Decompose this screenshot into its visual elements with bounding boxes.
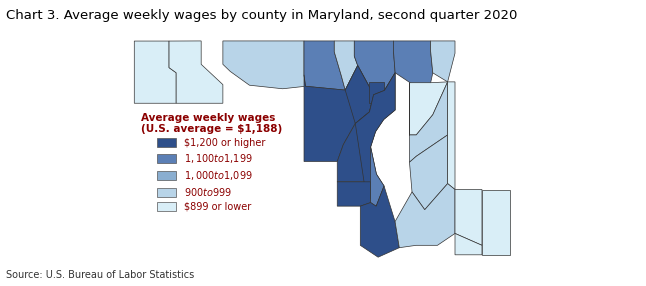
Polygon shape bbox=[410, 82, 448, 162]
Polygon shape bbox=[345, 65, 373, 124]
Polygon shape bbox=[482, 190, 510, 255]
Polygon shape bbox=[223, 41, 306, 89]
Polygon shape bbox=[355, 73, 395, 206]
Polygon shape bbox=[371, 147, 384, 206]
Legend: $1,200 or higher, $1,100 to $1,199, $1,000 to $1,099, $900 to $999, $899 or lowe: $1,200 or higher, $1,100 to $1,199, $1,0… bbox=[137, 109, 286, 216]
Polygon shape bbox=[337, 73, 395, 182]
Polygon shape bbox=[431, 41, 455, 82]
Polygon shape bbox=[169, 41, 223, 103]
Polygon shape bbox=[393, 41, 433, 95]
Polygon shape bbox=[410, 82, 448, 135]
Polygon shape bbox=[134, 41, 176, 103]
Polygon shape bbox=[337, 182, 371, 206]
Polygon shape bbox=[360, 186, 399, 257]
Polygon shape bbox=[304, 65, 373, 162]
Text: Chart 3. Average weekly wages by county in Maryland, second quarter 2020: Chart 3. Average weekly wages by county … bbox=[6, 9, 518, 21]
Polygon shape bbox=[354, 41, 395, 95]
Polygon shape bbox=[448, 82, 455, 190]
Polygon shape bbox=[395, 184, 455, 248]
Polygon shape bbox=[334, 41, 358, 90]
Polygon shape bbox=[410, 135, 448, 210]
Polygon shape bbox=[369, 82, 384, 103]
Polygon shape bbox=[455, 190, 482, 245]
Text: Source: U.S. Bureau of Labor Statistics: Source: U.S. Bureau of Labor Statistics bbox=[6, 270, 194, 280]
Polygon shape bbox=[304, 41, 345, 90]
Polygon shape bbox=[455, 233, 482, 255]
